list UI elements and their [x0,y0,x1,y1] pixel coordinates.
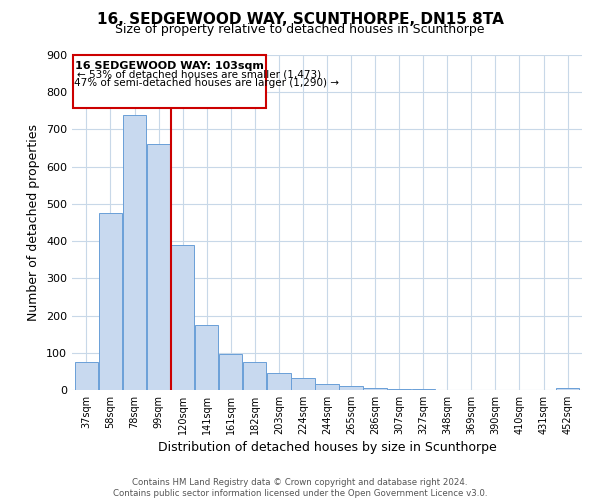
Bar [171,245,194,390]
Text: 16 SEDGEWOOD WAY: 103sqm: 16 SEDGEWOOD WAY: 103sqm [75,60,264,70]
Bar [267,372,290,390]
Bar [388,389,411,390]
Text: Contains HM Land Registry data © Crown copyright and database right 2024.
Contai: Contains HM Land Registry data © Crown c… [113,478,487,498]
FancyBboxPatch shape [73,55,266,108]
Bar [316,384,338,390]
X-axis label: Distribution of detached houses by size in Scunthorpe: Distribution of detached houses by size … [158,441,496,454]
Bar [195,325,218,390]
Text: 16, SEDGEWOOD WAY, SCUNTHORPE, DN15 8TA: 16, SEDGEWOOD WAY, SCUNTHORPE, DN15 8TA [97,12,503,28]
Bar [364,388,387,390]
Bar [556,388,579,390]
Bar [75,362,98,390]
Bar [219,354,242,390]
Bar [123,114,146,390]
Bar [243,362,266,390]
Y-axis label: Number of detached properties: Number of detached properties [28,124,40,321]
Bar [99,213,122,390]
Text: ← 53% of detached houses are smaller (1,473): ← 53% of detached houses are smaller (1,… [77,70,321,80]
Bar [291,378,314,390]
Text: Size of property relative to detached houses in Scunthorpe: Size of property relative to detached ho… [115,22,485,36]
Bar [340,386,363,390]
Text: 47% of semi-detached houses are larger (1,290) →: 47% of semi-detached houses are larger (… [74,78,340,88]
Bar [147,144,170,390]
